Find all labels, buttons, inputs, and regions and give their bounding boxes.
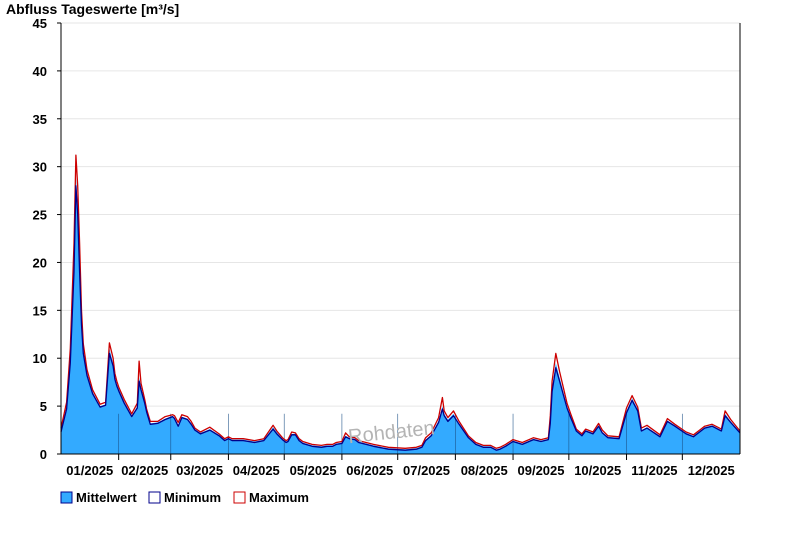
y-tick-label-0: 0 — [40, 447, 47, 462]
legend-item-minimum: Minimum — [148, 490, 221, 505]
x-tick-label-12: 12/2025 — [688, 463, 735, 478]
legend: Mittelwert Minimum Maximum — [60, 490, 309, 505]
x-tick-label-2: 02/2025 — [121, 463, 168, 478]
x-tick-labels: 01/2025 02/2025 03/2025 04/2025 05/2025 06/20… — [66, 463, 734, 478]
plot-area — [60, 154, 741, 454]
y-tick-label-35: 35 — [33, 112, 47, 127]
y-tick-label-40: 40 — [33, 64, 47, 79]
x-tick-label-10: 10/2025 — [574, 463, 621, 478]
series-line-maximum — [60, 154, 741, 449]
grid-lines — [61, 22, 740, 407]
legend-item-mittelwert: Mittelwert — [60, 490, 137, 505]
legend-label-maximum: Maximum — [249, 490, 309, 505]
y-tick-label-5: 5 — [40, 399, 47, 414]
legend-swatch-minimum — [148, 491, 161, 504]
y-tick-label-25: 25 — [33, 208, 47, 223]
y-tick-labels: 0 5 10 15 20 25 30 35 40 45 — [33, 16, 47, 462]
legend-item-maximum: Maximum — [233, 490, 309, 505]
legend-swatch-maximum — [233, 491, 246, 504]
series-area-mittelwert — [61, 176, 740, 454]
x-tick-label-7: 07/2025 — [403, 463, 450, 478]
y-tick-label-20: 20 — [33, 255, 47, 270]
y-tick-label-30: 30 — [33, 160, 47, 175]
x-tick-label-9: 09/2025 — [518, 463, 565, 478]
x-tick-label-8: 08/2025 — [461, 463, 508, 478]
legend-label-minimum: Minimum — [164, 490, 221, 505]
x-tick-label-1: 01/2025 — [66, 463, 113, 478]
chart-title: Abfluss Tageswerte [m³/s] — [6, 1, 179, 17]
y-tick-label-15: 15 — [33, 303, 47, 318]
x-tick-label-11: 11/2025 — [631, 463, 677, 478]
y-tick-label-45: 45 — [33, 16, 47, 31]
axes — [57, 22, 741, 460]
legend-label-mittelwert: Mittelwert — [76, 490, 137, 505]
x-tick-label-6: 06/2025 — [346, 463, 393, 478]
x-tick-label-5: 05/2025 — [290, 463, 337, 478]
series-line-minimum — [60, 185, 741, 451]
x-tick-label-4: 04/2025 — [233, 463, 280, 478]
x-tick-label-3: 03/2025 — [176, 463, 223, 478]
legend-swatch-mittelwert — [60, 491, 73, 504]
y-tick-label-10: 10 — [33, 351, 47, 366]
